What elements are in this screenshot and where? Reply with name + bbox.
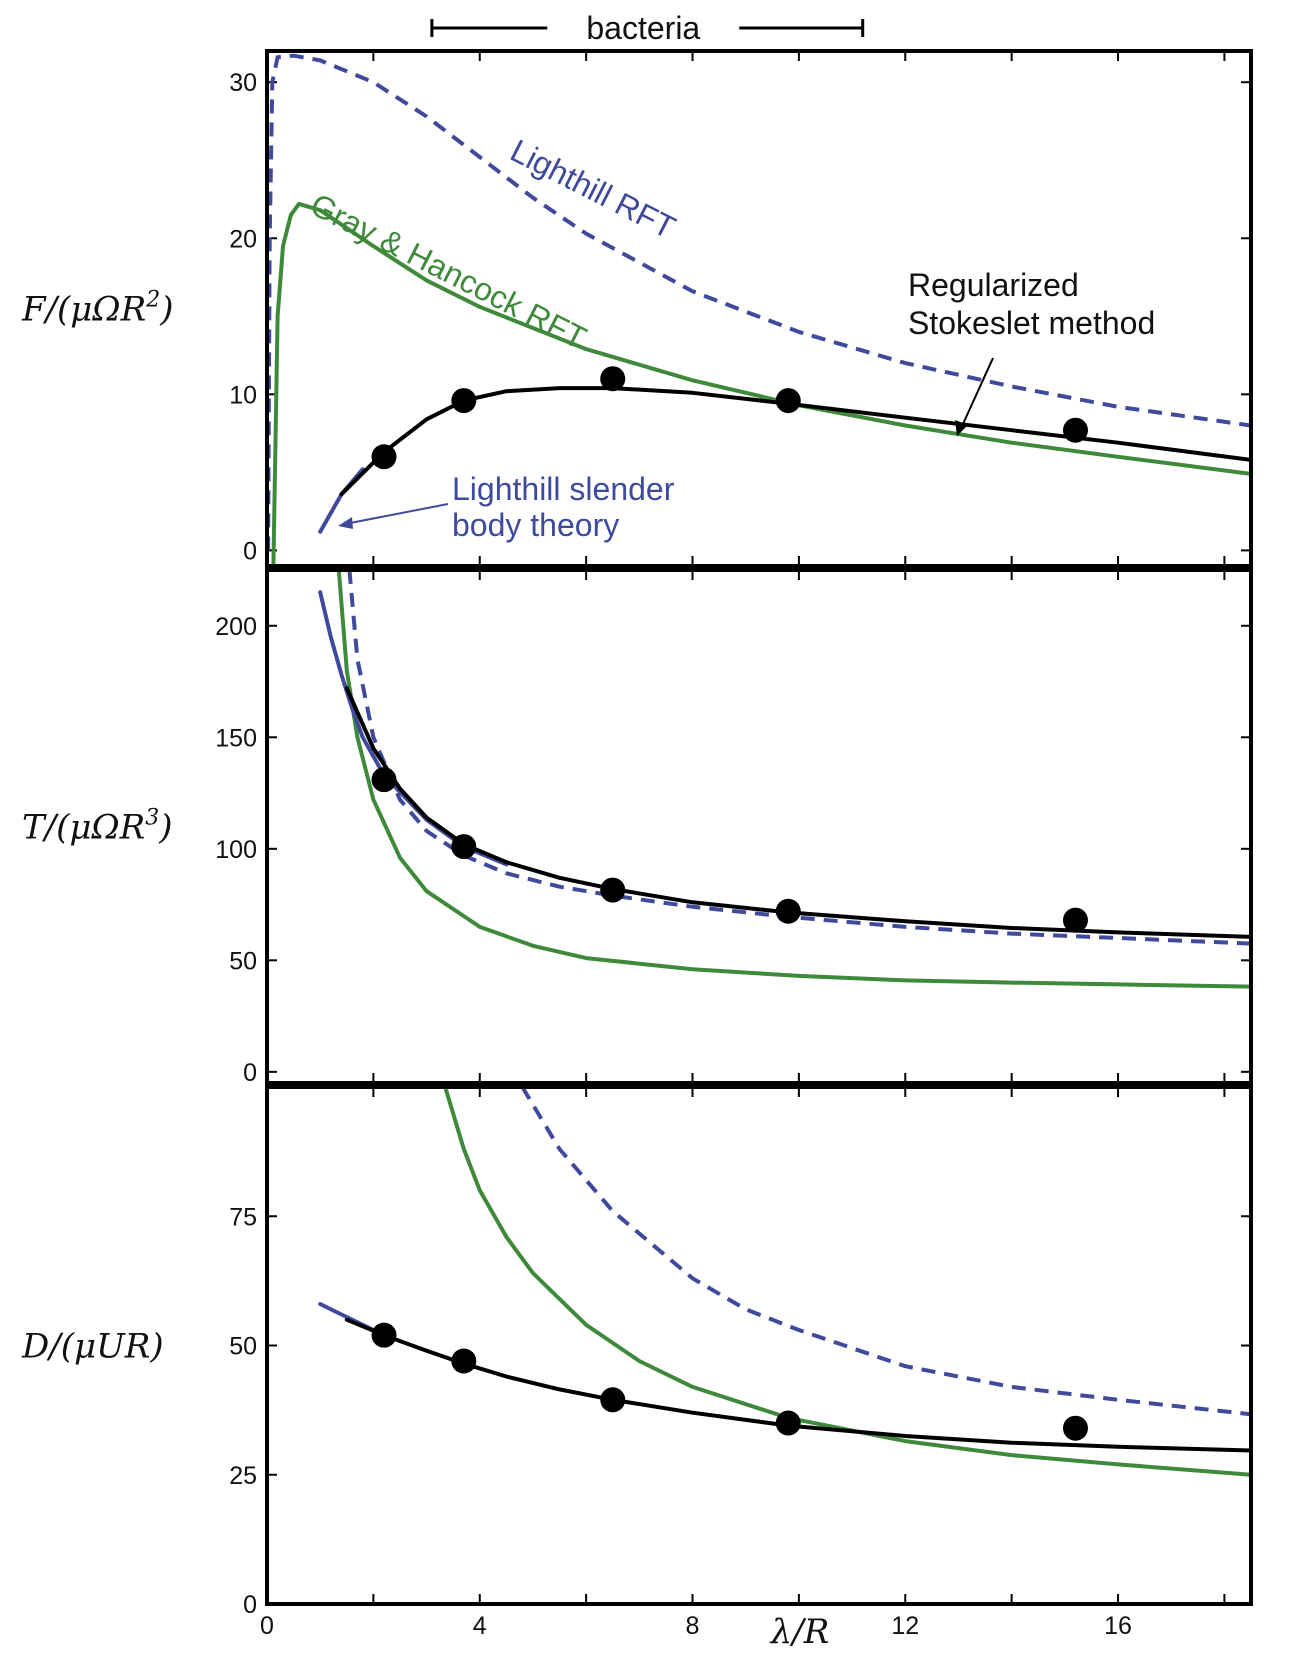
- y-tick-label: 75: [229, 1203, 257, 1231]
- data-point: [600, 366, 626, 392]
- data-point: [451, 388, 477, 414]
- data-point: [775, 898, 801, 924]
- lighthill-rft-label: Lighthill RFT: [505, 132, 681, 246]
- y-tick-label: 0: [243, 537, 257, 565]
- panel-frame: [265, 568, 1253, 1085]
- series-group: [318, 570, 1251, 989]
- y-tick-label: 50: [229, 947, 257, 975]
- series-line-lighthill-rft: [267, 53, 1251, 551]
- series-line-gray-hancock: [443, 1087, 1251, 1477]
- x-tick-label: 12: [891, 1612, 919, 1640]
- data-point: [371, 767, 397, 793]
- data-point: [1062, 417, 1088, 443]
- y-tick-label: 0: [243, 1591, 257, 1619]
- sbt-label-line2: body theory: [452, 507, 619, 543]
- sbt-label-line1: Lighthill slender: [452, 471, 675, 507]
- y-axis-label: D/(μUR): [21, 1327, 164, 1367]
- series-line-regularized: [344, 686, 1251, 939]
- y-tick-label: 200: [215, 613, 257, 641]
- sbt-arrow: [338, 503, 449, 529]
- x-tick-label: 16: [1104, 1612, 1132, 1640]
- panel-frame: [265, 49, 1253, 568]
- y-tick-label: 50: [229, 1333, 257, 1361]
- panels-layer: 0 10 20 30 F/(μΩR2) 0 50 100 150 200 T/(μΩR3) 0 25 50…: [21, 49, 1253, 1640]
- data-point: [600, 877, 626, 903]
- x-axis-label: λ/R: [769, 1612, 830, 1652]
- x-tick-label: 0: [260, 1612, 274, 1640]
- series-line-gray-hancock: [336, 570, 1251, 989]
- y-tick-label: 25: [229, 1462, 257, 1490]
- series-line-regularized: [344, 1317, 1251, 1453]
- series-line-lighthill-rft: [520, 1087, 1251, 1417]
- gray-hancock-rft-label: Gray & Hancock RFT: [305, 186, 592, 356]
- panel-frame: [265, 1085, 1253, 1606]
- y-tick-label: 100: [215, 836, 257, 864]
- panel-3: 0 25 50 75 D/(μUR): [21, 1085, 1253, 1619]
- bacteria-label: bacteria: [586, 10, 700, 46]
- regularized-label-line1: Regularized: [908, 267, 1079, 303]
- y-tick-label: 0: [243, 1059, 257, 1087]
- x-tick-label: 8: [686, 1612, 700, 1640]
- data-point: [775, 1410, 801, 1436]
- y-axis-label: F/(μΩR2): [21, 288, 173, 330]
- data-point: [451, 1348, 477, 1374]
- y-tick-label: 30: [229, 69, 257, 97]
- regularized-label-line2: Stokeslet method: [908, 305, 1155, 341]
- panel-2: 0 50 100 150 200 T/(μΩR3): [22, 568, 1253, 1087]
- series-line-lighthill-rft: [347, 570, 1251, 946]
- y-tick-label: 20: [229, 225, 257, 253]
- x-tick-label: 4: [473, 1612, 487, 1640]
- data-point: [775, 388, 801, 414]
- regularized-arrow: [955, 357, 994, 436]
- data-point: [451, 834, 477, 860]
- data-point: [600, 1387, 626, 1413]
- data-point: [371, 1322, 397, 1348]
- series-line-lighthill-sbt: [318, 590, 509, 867]
- bacteria-range: bacteria: [430, 10, 865, 46]
- data-point: [1062, 1415, 1088, 1441]
- y-axis-label: T/(μΩR3): [22, 806, 173, 848]
- data-point: [1062, 907, 1088, 933]
- data-point: [371, 444, 397, 470]
- y-tick-label: 150: [215, 724, 257, 752]
- y-tick-label: 10: [229, 381, 257, 409]
